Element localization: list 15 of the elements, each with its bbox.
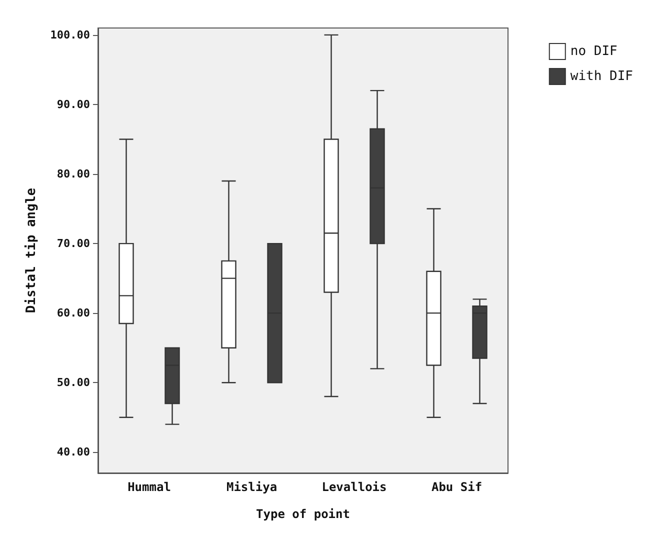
x-tick-label: Hummal: [128, 480, 171, 494]
y-axis-title: Distal tip angle: [24, 188, 39, 314]
y-tick-label: 60.00: [56, 306, 90, 320]
y-tick-label: 100.00: [50, 28, 90, 42]
y-tick-label: 40.00: [56, 446, 90, 459]
y-tick-label: 70.00: [56, 237, 90, 250]
x-tick-label: Levallois: [322, 480, 387, 494]
y-tick-label: 90.00: [56, 98, 90, 111]
x-tick-label: Misliya: [226, 480, 278, 494]
legend-label: no DIF: [570, 44, 618, 59]
y-tick-label: 50.00: [56, 376, 90, 390]
x-tick-label: Abu Sif: [431, 480, 482, 494]
x-axis-title: Type of point: [256, 507, 350, 521]
y-tick-label: 80.00: [56, 168, 90, 181]
legend-label: with DIF: [570, 69, 634, 84]
